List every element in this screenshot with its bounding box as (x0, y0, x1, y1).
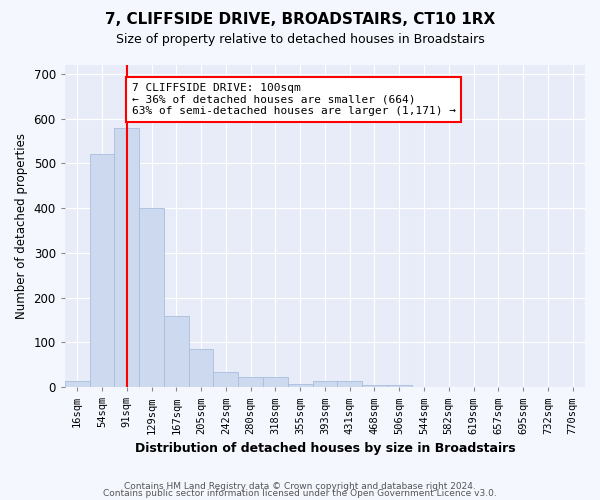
Bar (139, 208, 164, 387)
Text: Size of property relative to detached houses in Broadstairs: Size of property relative to detached ho… (116, 32, 484, 46)
Bar (337, 382, 362, 387)
Bar (164, 316, 188, 387)
X-axis label: Distribution of detached houses by size in Broadstairs: Distribution of detached houses by size … (134, 442, 515, 455)
Bar (238, 378, 263, 387)
Bar (65, 381, 89, 387)
Bar (288, 384, 313, 387)
Bar (313, 382, 337, 387)
Bar (387, 386, 412, 387)
Text: 7, CLIFFSIDE DRIVE, BROADSTAIRS, CT10 1RX: 7, CLIFFSIDE DRIVE, BROADSTAIRS, CT10 1R… (105, 12, 495, 28)
Y-axis label: Number of detached properties: Number of detached properties (15, 133, 28, 319)
Text: Contains public sector information licensed under the Open Government Licence v3: Contains public sector information licen… (103, 490, 497, 498)
Bar (89, 154, 115, 387)
Bar (115, 128, 139, 387)
Bar (188, 349, 214, 387)
Bar (214, 372, 238, 387)
Bar (362, 385, 387, 387)
Bar (263, 378, 288, 387)
Text: 7 CLIFFSIDE DRIVE: 100sqm
← 36% of detached houses are smaller (664)
63% of semi: 7 CLIFFSIDE DRIVE: 100sqm ← 36% of detac… (132, 83, 456, 116)
Text: Contains HM Land Registry data © Crown copyright and database right 2024.: Contains HM Land Registry data © Crown c… (124, 482, 476, 491)
